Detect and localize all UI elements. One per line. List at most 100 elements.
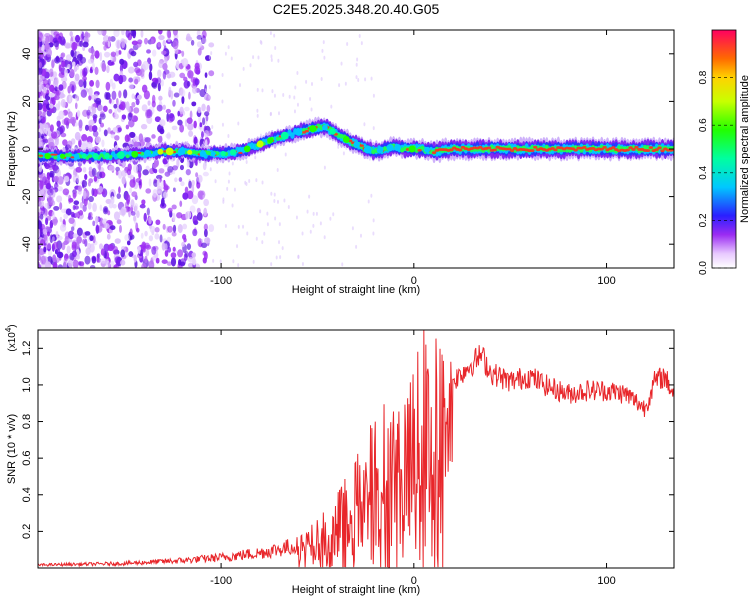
spectrogram-noise-dot (208, 94, 211, 99)
spectrogram-noise-dot (158, 95, 163, 101)
spectrogram-noise-dot (42, 207, 46, 215)
spectrogram-noise-dot (116, 219, 122, 225)
spectrogram-noise-dot (38, 248, 45, 256)
spectrogram-noise-dot (261, 240, 264, 245)
spectrogram-noise-dot (148, 235, 154, 242)
spectrogram-noise-dot (185, 168, 191, 176)
spectrogram-noise-dot (74, 102, 78, 110)
spectrogram-noise-dot (172, 187, 176, 193)
spectrogram-noise-dot (288, 94, 291, 99)
spectrogram-noise-dot (102, 218, 108, 225)
spectrogram-ridge-mark (478, 145, 483, 149)
spectrogram-noise-dot (147, 100, 151, 106)
spectrogram-noise-dot (38, 141, 43, 147)
spectrogram-noise-dot (346, 41, 349, 46)
spectrogram-noise-dot (129, 179, 136, 188)
spectrogram-ridge-mark (533, 145, 538, 149)
spectrogram-noise-dot (344, 81, 347, 86)
spectrogram-noise-dot (99, 113, 106, 120)
spectrogram-noise-dot (120, 101, 126, 111)
spectrogram-noise-dot (179, 164, 184, 171)
spectrogram-noise-dot (68, 118, 74, 124)
spectrogram-ridge-mark (304, 129, 310, 133)
snr-ytick-label: 1.0 (21, 377, 33, 392)
spectrogram-noise-dot (38, 74, 41, 81)
spectrogram-noise-dot (196, 30, 201, 37)
spectrogram-noise-dot (364, 77, 367, 82)
spectrogram-noise-dot (75, 166, 83, 173)
spectrogram-noise-dot (192, 256, 196, 265)
spectrogram-noise-dot (124, 234, 130, 242)
spectrogram-noise-dot (114, 108, 117, 116)
spectrogram-noise-dot (191, 179, 195, 187)
spectrogram-noise-dot (148, 71, 153, 81)
spectrogram-noise-dot (58, 72, 65, 78)
spectrogram-noise-dot (178, 177, 183, 182)
spectrogram-noise-dot (77, 185, 83, 192)
spectrogram-noise-dot (49, 172, 54, 178)
spectrogram-ridge-mark (136, 151, 142, 154)
spectrogram-noise-dot (256, 113, 259, 118)
spectrogram-noise-dot (372, 126, 375, 131)
spectrogram-noise-dot (142, 245, 146, 253)
spectrogram-noise-dot (92, 220, 96, 227)
spectrogram-noise-dot (330, 104, 333, 109)
spectrogram-noise-dot (70, 49, 75, 57)
spectrogram-noise-dot (125, 101, 130, 111)
spectrogram-noise-dot (72, 233, 78, 239)
spectrogram-noise-dot (102, 105, 108, 113)
spectrogram-noise-dot (171, 125, 178, 131)
spectrogram-noise-dot (164, 171, 171, 177)
spectrogram-noise-dot (72, 121, 76, 127)
spectrogram-noise-dot (152, 255, 158, 261)
spectrogram-ridge-mark (70, 156, 75, 159)
spectrogram-noise-dot (82, 204, 87, 212)
snr-panel: -100 0 100 0.2 0.4 0.6 0.8 1.0 1.2 Height of str… (4, 324, 675, 596)
spectrogram-noise-dot (54, 86, 58, 92)
spectrogram-noise-dot (184, 186, 189, 194)
snr-scale-prefix: (x10 (7, 332, 18, 352)
spectrogram-noise-dot (56, 251, 64, 259)
spectrogram-noise-dot (116, 193, 121, 200)
spectrogram-noise-dot (101, 62, 107, 72)
spectrogram-noise-dot (97, 30, 104, 36)
spectrogram-ridge-mark (631, 148, 636, 151)
spectrogram-noise-dot (130, 30, 136, 37)
spectrogram-ytick-label: 40 (21, 48, 33, 60)
spectrogram-noise-dot (72, 174, 76, 183)
spectrogram-noise-dot (58, 84, 64, 91)
spectrogram-noise-dot (88, 119, 95, 126)
spectrogram-noise-dot (126, 199, 130, 205)
spectrogram-noise-dot (142, 60, 149, 71)
snr-ytick-label: 0.6 (21, 451, 33, 466)
spectrogram-noise-dot (277, 58, 280, 63)
spectrogram-noise-dot (78, 124, 83, 132)
spectrogram-noise-dot (102, 35, 110, 43)
spectrogram-noise-dot (88, 87, 93, 97)
spectrogram-noise-dot (136, 210, 140, 218)
spectrogram-noise-dot (221, 72, 224, 77)
spectrogram-noise-dot (110, 36, 116, 42)
spectrogram-noise-dot (261, 88, 264, 93)
spectrogram-noise-dot (177, 110, 181, 117)
spectrogram-noise-dot (66, 245, 71, 254)
spectrogram-noise-dot (71, 226, 75, 232)
spectrogram-noise-dot (175, 60, 180, 70)
spectrogram-ridge-mark (654, 148, 659, 152)
spectrogram-noise-dot (163, 185, 170, 191)
spectrogram-noise-dot (95, 224, 100, 234)
spectrogram-noise-dot (188, 180, 192, 189)
spectrogram-noise-dot (110, 51, 117, 57)
spectrogram-noise-dot (107, 36, 112, 42)
snr-ytick-label: 0.8 (21, 414, 33, 429)
spectrogram-noise-dot (88, 178, 94, 184)
spectrogram-noise-dot (89, 68, 93, 74)
spectrogram-noise-dot (266, 211, 269, 216)
spectrogram-noise-dot (44, 209, 48, 216)
spectrogram-noise-dot (83, 67, 88, 77)
spectrogram-ridge-blob (230, 149, 237, 156)
spectrogram-noise-dot (38, 115, 41, 121)
spectrogram-noise-dot (86, 109, 91, 116)
spectrogram-noise-dot (91, 62, 95, 72)
spectrogram-ridge-mark (53, 153, 58, 156)
